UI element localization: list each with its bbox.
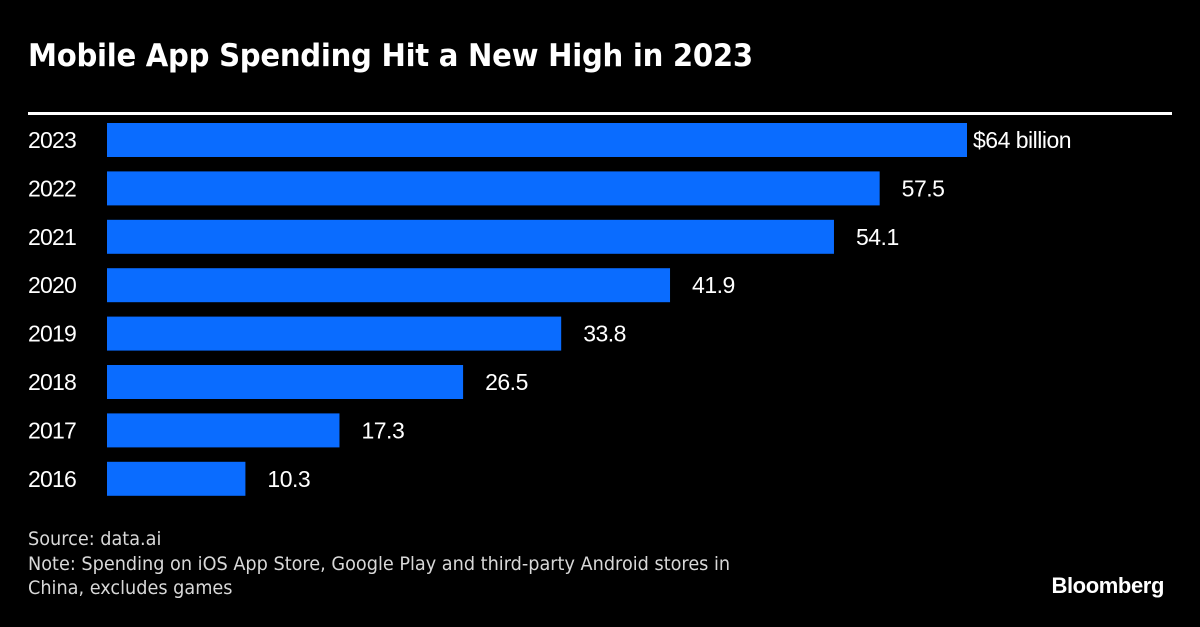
bar-2023 xyxy=(107,123,967,157)
category-label: 2019 xyxy=(28,321,76,347)
title-divider xyxy=(28,112,1172,115)
source-note: Source: data.ai xyxy=(28,528,162,550)
data-label: 17.3 xyxy=(361,417,404,443)
data-label: 41.9 xyxy=(692,272,735,298)
category-label: 2018 xyxy=(28,369,76,395)
note-line-1: Note: Spending on iOS App Store, Google … xyxy=(28,552,731,575)
category-label: 2017 xyxy=(28,417,76,443)
data-label: 26.5 xyxy=(485,369,528,395)
bar-2020 xyxy=(107,268,671,303)
chart-footer: Source: data.ai Note: Spending on iOS Ap… xyxy=(28,527,730,601)
data-label: $64 billion xyxy=(973,127,1071,153)
bloomberg-logo: Bloomberg xyxy=(1051,573,1164,598)
bar-2018 xyxy=(107,365,464,399)
data-label: 10.3 xyxy=(267,466,310,492)
category-label: 2020 xyxy=(28,272,76,298)
note-line-2: China, excludes games xyxy=(28,577,233,599)
bar-2022 xyxy=(107,171,880,206)
data-label: 54.1 xyxy=(856,224,899,250)
data-label: 57.5 xyxy=(902,175,945,201)
bar-2019 xyxy=(107,316,562,351)
category-label: 2022 xyxy=(28,175,76,201)
category-label: 2016 xyxy=(28,466,76,492)
bar-2017 xyxy=(107,413,340,448)
category-label: 2023 xyxy=(28,127,76,153)
category-label: 2021 xyxy=(28,224,76,250)
bar-2021 xyxy=(107,219,834,254)
data-label: 33.8 xyxy=(583,321,626,347)
chart-title: Mobile App Spending Hit a New High in 20… xyxy=(28,38,753,74)
bar-2016 xyxy=(107,461,246,496)
